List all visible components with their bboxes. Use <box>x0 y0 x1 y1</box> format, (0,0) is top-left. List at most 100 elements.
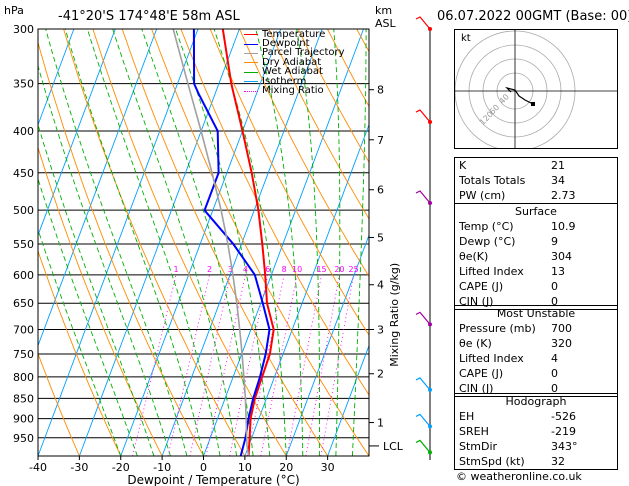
dry-adiabat-line <box>180 29 369 396</box>
table-section-title: Hodograph <box>505 395 567 408</box>
wet-adiabat-line <box>38 177 138 456</box>
surface-table: Surface Temp (°C) 10.9 Dewp (°C) 9 θe(K) 304 Li… <box>454 203 618 310</box>
isotherm-line <box>244 123 369 456</box>
hodograph-table: Hodograph EH -526 SREH -219 StmDir 343° StmSpd … <box>454 393 618 470</box>
row-value: -219 <box>551 425 576 438</box>
dry-adiabat-line <box>209 29 369 336</box>
pressure-tick-label: 500 <box>13 204 34 217</box>
wet-adiabat-line <box>38 228 122 456</box>
hpa-label: hPa <box>4 4 24 17</box>
table-row: Lifted Index 4 <box>455 351 617 366</box>
lcl-label: LCL <box>383 440 404 453</box>
row-label: StmSpd (kt) <box>459 455 525 468</box>
km-label: km <box>375 4 393 17</box>
table-row: SREH -219 <box>455 424 617 439</box>
wind-barb <box>415 311 431 325</box>
km-tick-label: 8 <box>377 84 384 97</box>
dry-adiabat-line <box>297 29 369 164</box>
row-label: CAPE (J) <box>459 280 504 293</box>
legend-swatch <box>244 71 258 73</box>
x-axis-label: Dewpoint / Temperature (°C) <box>127 473 299 486</box>
legend-label: Dewpoint <box>262 38 310 50</box>
legend-label: Wet Adiabat <box>262 66 323 78</box>
table-row: K 21 <box>455 158 617 173</box>
row-label: Pressure (mb) <box>459 322 536 335</box>
row-value: 10.9 <box>551 220 576 233</box>
km-tick-label: 1 <box>377 417 384 430</box>
hodograph-storm-marker <box>531 102 535 106</box>
row-label: Totals Totals <box>459 174 526 187</box>
legend-swatch <box>244 81 258 83</box>
isotherm-line <box>38 29 199 456</box>
hodograph-trace <box>505 86 534 105</box>
dry-adiabat-line <box>38 146 163 456</box>
table-row: PW (cm) 2.73 <box>455 188 617 203</box>
mixing-ratio-line <box>320 274 355 456</box>
row-value: 0 <box>551 295 558 308</box>
mixing-ratio-line <box>189 274 231 456</box>
dewpoint-line <box>192 29 271 456</box>
x-tick-label: -40 <box>29 461 47 474</box>
table-row: θe(K) 304 <box>455 249 617 264</box>
row-label: Lifted Index <box>459 352 524 365</box>
wet-adiabat-line <box>255 29 304 456</box>
row-label: θe(K) <box>459 250 489 263</box>
row-label: Temp (°C) <box>459 220 514 233</box>
copyright-label: © weatheronline.co.uk <box>456 470 582 483</box>
table-row: θe (K) 320 <box>455 336 617 351</box>
dry-adiabat-line <box>268 29 369 220</box>
legend-swatch <box>244 52 258 54</box>
pressure-tick-label: 750 <box>13 348 34 361</box>
pressure-tick-label: 800 <box>13 371 34 384</box>
wind-barb <box>415 439 431 453</box>
legend-label: Parcel Trajectory <box>262 47 345 59</box>
legend-swatch <box>244 62 258 64</box>
row-label: K <box>459 159 467 172</box>
isotherm-line <box>78 29 240 456</box>
mixing-ratio-line <box>305 274 340 456</box>
km-tick-label: 7 <box>377 134 384 147</box>
wet-adiabat-line <box>333 29 341 456</box>
row-label: EH <box>459 410 475 423</box>
table-section-title: Most Unstable <box>496 307 576 320</box>
isotherm-line <box>285 233 369 456</box>
legend-item: Mixing Ratio <box>244 86 345 96</box>
mixing-ratio-line <box>205 274 246 456</box>
row-value: 2.73 <box>551 189 576 202</box>
row-label: SREH <box>459 425 489 438</box>
km-tick-label: 6 <box>377 184 384 197</box>
x-tick-label: 20 <box>279 461 293 474</box>
km-tick-label: 3 <box>377 324 384 337</box>
x-tick-label: -20 <box>112 461 130 474</box>
row-value: 700 <box>551 322 572 335</box>
row-label: PW (cm) <box>459 189 506 202</box>
indices-table: K 21 Totals Totals 34 PW (cm) 2.73 <box>454 157 618 204</box>
legend-item: Dewpoint <box>244 38 345 50</box>
row-label: CIN (J) <box>459 382 494 395</box>
x-tick-label: 30 <box>321 461 335 474</box>
wet-adiabat-line <box>112 29 238 456</box>
wet-adiabat-line <box>296 29 320 456</box>
dry-adiabat-line <box>38 40 204 456</box>
wet-adiabat-line <box>38 64 171 456</box>
pressure-tick-label: 900 <box>13 413 34 426</box>
isotherm-line <box>327 344 369 456</box>
wet-adiabat-line <box>213 29 287 456</box>
table-row: CIN (J) 0 <box>455 294 617 309</box>
table-row: Pressure (mb) 700 <box>455 321 617 336</box>
wet-adiabat-line <box>175 29 271 456</box>
row-label: θe (K) <box>459 337 492 350</box>
legend-item: Parcel Trajectory <box>244 47 345 59</box>
most-unstable-table: Most Unstable Pressure (mb) 700 θe (K) 320 Li… <box>454 305 618 397</box>
row-value: 21 <box>551 159 565 172</box>
legend-swatch <box>244 43 258 45</box>
mixing-ratio-label: 2 <box>207 265 212 274</box>
parcel-trajectory-line <box>172 29 250 456</box>
dry-adiabat-line <box>38 249 122 456</box>
row-value: 343° <box>551 440 578 453</box>
chart-legend: Temperature Dewpoint Parcel Trajectory Dry … <box>244 29 345 96</box>
legend-swatch <box>244 34 258 36</box>
x-tick-label: -10 <box>153 461 171 474</box>
